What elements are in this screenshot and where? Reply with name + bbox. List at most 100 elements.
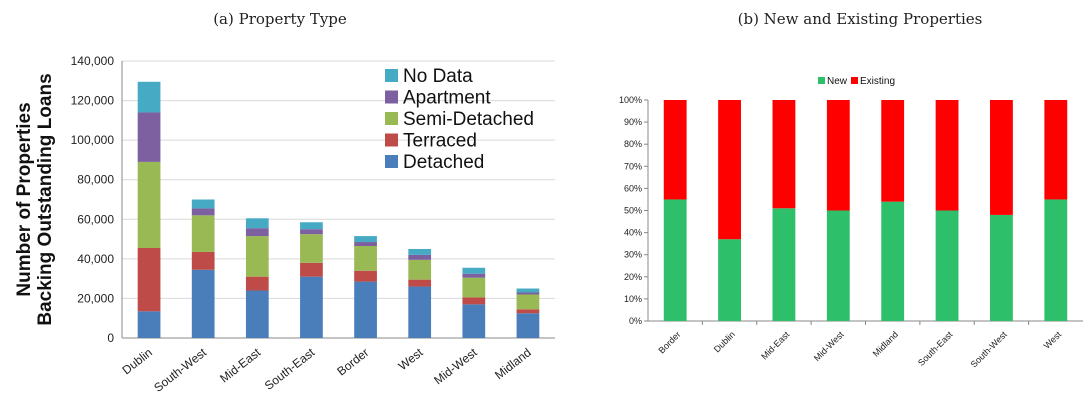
y-tick-label: 40,000 — [77, 252, 114, 266]
legend-swatch-terraced — [385, 133, 398, 147]
legend-label-semi-detached: Semi-Detached — [403, 109, 534, 130]
bar-midland-semi-detached — [516, 294, 540, 310]
bar-mid-east-no-data — [245, 218, 269, 229]
bar-dublin-new — [718, 239, 741, 321]
legend-label-detached: Detached — [403, 152, 484, 173]
y-tick-label: 80% — [624, 139, 642, 149]
bar-mid-east-apartment — [245, 228, 269, 237]
bar-mid-west-no-data — [462, 267, 486, 274]
legend-swatch-new — [818, 77, 825, 84]
bar-mid-east-detached — [245, 290, 269, 338]
legend-swatch-apartment — [385, 90, 398, 104]
bar-mid-west-detached — [462, 304, 486, 338]
bar-south-west-detached — [191, 269, 215, 338]
bar-border-new — [663, 199, 687, 321]
legend-label-apartment: Apartment — [403, 88, 491, 109]
bar-west-terraced — [408, 279, 432, 287]
y-tick-label: 70% — [624, 161, 642, 171]
y-tick-label: 40% — [624, 228, 642, 238]
bar-border-terraced — [354, 270, 377, 282]
y-tick-label: 20% — [624, 272, 642, 282]
bar-mid-west-new — [826, 210, 850, 321]
bar-south-west-no-data — [191, 199, 215, 209]
bar-west-no-data — [408, 248, 432, 255]
legend-label-existing: Existing — [860, 76, 895, 87]
bar-midland-apartment — [516, 292, 540, 295]
bar-dublin-no-data — [137, 81, 161, 113]
x-tick-label: South-West — [969, 329, 1010, 370]
panel-a-caption: (a) Property Type — [213, 10, 347, 28]
y-tick-label: 140,000 — [71, 54, 115, 68]
legend-swatch-semi-detached — [385, 112, 398, 125]
x-tick-label: Border — [656, 329, 682, 355]
legend-swatch-detached — [385, 155, 398, 168]
y-tick-label: 60,000 — [77, 212, 114, 226]
bar-mid-east-terraced — [245, 276, 269, 291]
legend-label-terraced: Terraced — [403, 131, 477, 152]
bar-mid-west-apartment — [462, 273, 486, 278]
bar-south-east-terraced — [300, 262, 323, 277]
y-axis-label: Number of Properties — [14, 102, 35, 296]
bar-mid-east-new — [772, 208, 796, 321]
bar-mid-east-existing — [772, 100, 796, 209]
bar-midland-new — [881, 201, 905, 321]
bar-mid-west-terraced — [462, 297, 486, 305]
bar-border-semi-detached — [354, 245, 377, 271]
y-tick-label: 100,000 — [71, 133, 115, 147]
bar-west-existing — [1044, 100, 1068, 200]
bar-south-west-existing — [990, 100, 1013, 215]
legend-label-new: New — [827, 76, 848, 87]
bar-dublin-terraced — [137, 247, 161, 312]
bar-border-detached — [354, 281, 377, 338]
legend-swatch-existing — [851, 77, 858, 84]
y-tick-label: 0% — [629, 316, 642, 326]
bar-south-east-apartment — [300, 229, 323, 235]
bar-south-west-apartment — [191, 208, 215, 216]
bar-south-east-existing — [935, 100, 959, 211]
x-tick-label: Mid-West — [812, 329, 846, 363]
y-tick-label: 120,000 — [71, 94, 115, 108]
bar-west-apartment — [408, 254, 432, 260]
y-tick-label: 80,000 — [77, 173, 114, 187]
bar-west-detached — [408, 286, 432, 338]
y-tick-label: 30% — [624, 250, 642, 260]
bar-south-east-detached — [300, 276, 323, 338]
bar-midland-existing — [881, 100, 905, 202]
x-tick-label: Dublin — [712, 329, 737, 354]
panel-b-caption: (b) New and Existing Properties — [737, 10, 983, 28]
y-tick-label: 50% — [624, 206, 642, 216]
bar-border-apartment — [354, 242, 377, 246]
bar-dublin-apartment — [137, 112, 161, 162]
bar-south-west-new — [990, 214, 1013, 321]
bar-south-west-terraced — [191, 251, 215, 270]
bar-south-east-new — [935, 210, 959, 321]
x-tick-label: Mid-East — [759, 329, 792, 362]
bar-mid-west-semi-detached — [462, 277, 486, 298]
bar-border-no-data — [354, 236, 377, 243]
y-tick-label: 60% — [624, 183, 642, 193]
bar-border-existing — [663, 100, 687, 200]
bar-midland-no-data — [516, 288, 540, 293]
y-tick-label: 0 — [107, 331, 114, 345]
bar-mid-west-existing — [826, 100, 850, 211]
bar-south-east-no-data — [300, 222, 323, 230]
bar-dublin-existing — [718, 100, 741, 240]
legend-swatch-no-data — [385, 69, 398, 82]
y-tick-label: 20,000 — [77, 291, 114, 305]
bar-west-new — [1044, 199, 1068, 321]
bar-dublin-detached — [137, 311, 161, 338]
legend-label-no-data: No Data — [403, 66, 473, 87]
bar-south-west-semi-detached — [191, 215, 215, 252]
bar-midland-detached — [516, 313, 540, 338]
bar-dublin-semi-detached — [137, 161, 161, 248]
y-tick-label: 90% — [624, 117, 642, 127]
y-tick-label: 100% — [619, 95, 642, 105]
property-type-chart: 0 20,000 40,000 60,000 80,000 100,000 120,000 1… — [14, 54, 555, 395]
bar-mid-east-semi-detached — [245, 236, 269, 277]
x-tick-label: South-East — [916, 329, 955, 368]
x-tick-label: Midland — [871, 329, 900, 358]
bar-midland-terraced — [516, 309, 540, 314]
y-tick-label: 10% — [624, 294, 642, 304]
bar-south-east-semi-detached — [300, 234, 323, 263]
